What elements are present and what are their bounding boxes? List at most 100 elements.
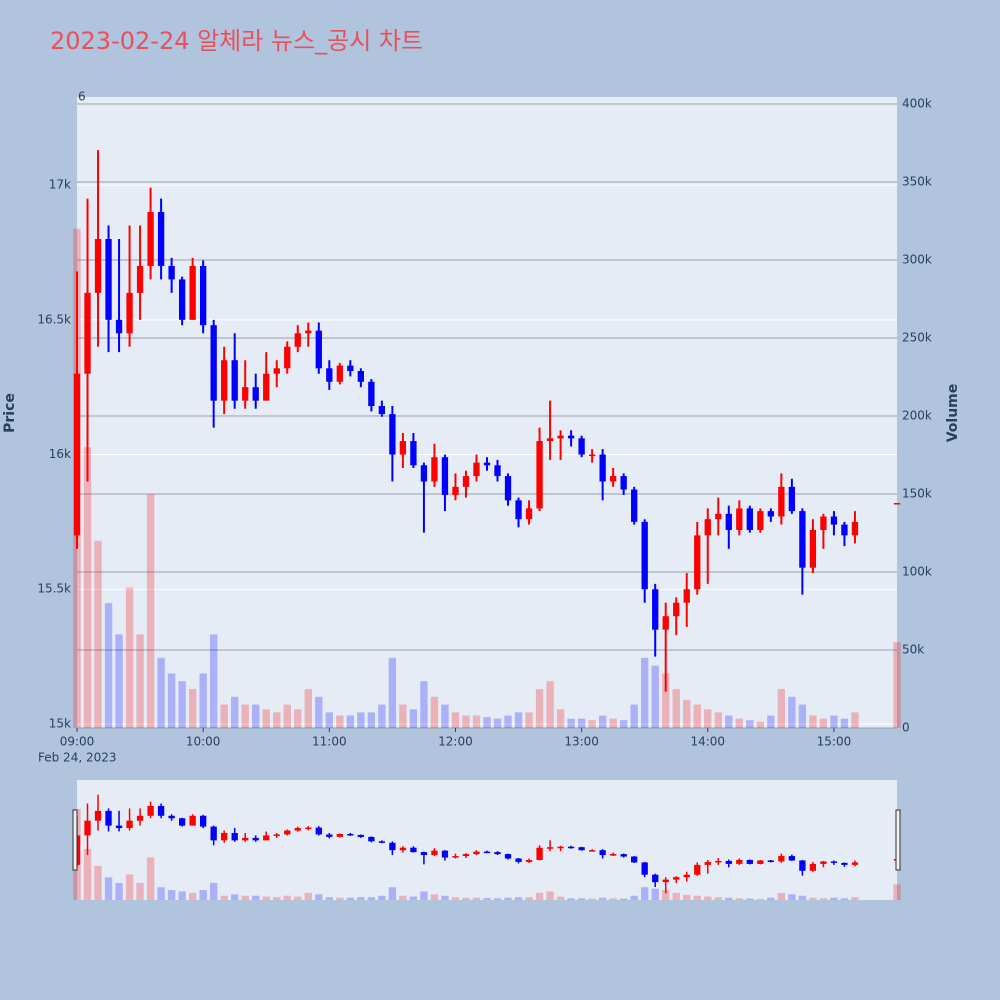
volume-bar xyxy=(493,718,502,728)
volume-bar xyxy=(809,715,817,728)
volume-bar xyxy=(294,709,302,728)
mini-candle-body xyxy=(347,833,354,836)
candle-body xyxy=(115,319,123,334)
candle-body xyxy=(347,365,354,372)
mini-candle-body xyxy=(715,860,722,863)
mini-volume-bar xyxy=(146,857,155,900)
mini-volume-bar xyxy=(451,897,460,900)
candle-body xyxy=(126,292,133,334)
volume-bar xyxy=(94,540,102,728)
mini-candle-body xyxy=(652,874,659,883)
volume-bar xyxy=(357,712,365,728)
y-axis-title: Price xyxy=(2,393,18,433)
volume-bar xyxy=(525,712,533,728)
candle-body xyxy=(231,360,238,401)
mini-volume-bar xyxy=(241,895,249,900)
x-tick-label: 13:00 xyxy=(564,735,599,749)
mini-candle-body xyxy=(368,836,375,842)
mini-candle-body xyxy=(515,858,522,862)
mini-candle-body xyxy=(641,862,648,875)
volume-bar xyxy=(798,704,807,728)
mini-candle-body xyxy=(694,864,701,875)
volume-bar xyxy=(788,696,796,728)
volume-bar xyxy=(662,673,670,728)
candle-body xyxy=(830,516,838,525)
mini-candle-body xyxy=(662,879,669,883)
volume-bar xyxy=(451,712,460,728)
mini-volume-bar xyxy=(893,884,901,900)
volume-bar xyxy=(367,712,376,728)
mini-candle-body xyxy=(599,850,606,856)
mini-candle-body xyxy=(115,825,123,829)
mini-volume-bar xyxy=(94,865,102,900)
candle-body xyxy=(357,371,364,382)
mini-candle-body xyxy=(168,815,175,819)
candle-body xyxy=(336,365,343,382)
volume-bar xyxy=(430,696,439,728)
mini-volume-bar xyxy=(619,898,628,900)
mini-volume-bar xyxy=(735,898,743,900)
candle-body xyxy=(694,535,701,590)
candle-body xyxy=(567,435,575,439)
range-handle[interactable] xyxy=(72,809,78,871)
volume-bar xyxy=(462,715,470,728)
y2-axis-title: Volume xyxy=(945,384,961,443)
volume-bar xyxy=(178,681,186,728)
candle-body xyxy=(105,238,112,320)
volume-bar xyxy=(83,447,92,728)
x-tick-label: 11:00 xyxy=(312,735,347,749)
annotation: 6 xyxy=(78,90,86,104)
mini-volume-bar xyxy=(851,897,859,900)
volume-bar xyxy=(714,712,722,728)
volume-bar xyxy=(630,704,638,728)
mini-volume-bar xyxy=(704,896,712,900)
volume-bar xyxy=(420,681,428,728)
volume-bar xyxy=(546,681,554,728)
mini-candle-body xyxy=(841,862,848,865)
volume-bar xyxy=(388,657,397,728)
mini-candle-body xyxy=(567,846,575,849)
mini-volume-bar xyxy=(220,895,228,900)
candle-body xyxy=(189,265,196,320)
volume-bar xyxy=(157,657,165,728)
volume-bar xyxy=(146,494,155,728)
candle-body xyxy=(305,330,312,334)
volume-bar xyxy=(283,704,291,728)
mini-volume-bar xyxy=(493,898,502,900)
mini-candle-body xyxy=(378,841,386,843)
candle-body xyxy=(200,265,207,326)
volume-bar xyxy=(472,715,481,728)
mini-volume-bar xyxy=(357,897,365,900)
mini-candle-body xyxy=(452,856,459,858)
candle-body xyxy=(515,500,522,520)
mini-volume-bar xyxy=(535,892,544,900)
candle-body xyxy=(462,476,470,487)
mini-candle-body xyxy=(231,832,238,841)
mini-volume-bar xyxy=(609,898,617,900)
mini-candle-body xyxy=(588,850,596,852)
candle-body xyxy=(546,438,554,442)
candle-body xyxy=(525,508,533,520)
volume-bar xyxy=(304,689,312,728)
candle-body xyxy=(252,387,259,401)
volume-bar xyxy=(441,704,449,728)
mini-candle-body xyxy=(830,861,838,863)
volume-bar xyxy=(619,720,628,728)
x-tick-label: 14:00 xyxy=(690,735,725,749)
volume-bar xyxy=(262,709,270,728)
mini-volume-bar xyxy=(788,894,796,900)
volume-bar xyxy=(672,689,680,728)
candle-body xyxy=(315,330,322,369)
mini-volume-bar xyxy=(504,897,512,900)
volume-bar xyxy=(746,720,754,728)
volume-bar xyxy=(735,718,743,728)
mini-candle-body xyxy=(399,847,407,851)
mini-volume-bar xyxy=(714,897,722,900)
mini-volume-bar xyxy=(630,895,638,900)
range-handle[interactable] xyxy=(895,809,901,871)
x-tick-label: 12:00 xyxy=(438,735,473,749)
mini-candle-body xyxy=(767,860,774,862)
range-slider[interactable] xyxy=(77,780,897,900)
mini-volume-bar xyxy=(399,895,407,900)
mini-candle-body xyxy=(147,805,154,816)
